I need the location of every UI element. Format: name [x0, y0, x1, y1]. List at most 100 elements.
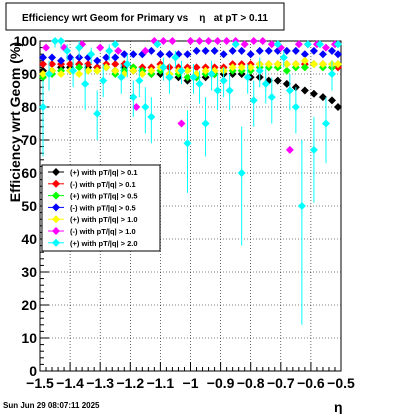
data-point — [111, 53, 120, 62]
y-tick-label: 20 — [21, 297, 37, 313]
data-point — [114, 46, 123, 55]
data-point — [168, 37, 177, 45]
data-series — [39, 37, 342, 325]
x-tick-label: −1.5 — [26, 375, 54, 391]
data-point — [177, 119, 186, 128]
data-point — [159, 63, 168, 72]
data-point — [102, 63, 111, 72]
data-point — [81, 79, 90, 88]
data-point — [183, 139, 192, 148]
data-point — [264, 46, 273, 55]
legend-label: (-) with pT/|q| > 1.0 — [70, 227, 136, 236]
data-point — [165, 73, 174, 82]
legend: (+) with pT/|q| > 0.1 (-) with pT/|q| > 0… — [41, 164, 161, 252]
data-point — [96, 43, 105, 52]
data-point — [192, 46, 201, 55]
data-point — [138, 70, 147, 78]
data-point — [246, 63, 255, 72]
legend-box — [41, 164, 161, 252]
data-point — [237, 46, 246, 55]
data-point — [240, 40, 249, 49]
data-point — [255, 66, 264, 75]
legend-marker — [52, 238, 60, 247]
series-7 — [39, 37, 342, 325]
x-tick-label: −1.4 — [56, 375, 84, 391]
data-point — [327, 96, 336, 105]
data-point — [75, 70, 84, 78]
data-point — [318, 60, 327, 69]
data-point — [183, 73, 192, 82]
data-point — [243, 73, 252, 82]
legend-marker — [52, 227, 60, 235]
legend-label: (+) with pT/|q| > 1.0 — [70, 215, 138, 224]
data-point — [192, 63, 201, 72]
x-tick-label: −0.9 — [207, 375, 235, 391]
data-point — [291, 60, 300, 69]
data-point — [333, 103, 342, 111]
data-point — [111, 60, 120, 69]
data-point — [300, 63, 309, 72]
data-point — [291, 103, 300, 111]
legend-label: (-) with pT/|q| > 0.1 — [70, 180, 136, 189]
data-point — [297, 202, 306, 210]
data-point — [189, 73, 198, 82]
data-point — [75, 43, 84, 52]
data-point — [156, 50, 165, 59]
data-point — [285, 145, 294, 154]
data-point — [327, 46, 336, 55]
data-point — [315, 40, 324, 49]
data-point — [147, 66, 156, 75]
data-point — [300, 56, 309, 65]
data-point — [153, 40, 162, 49]
y-tick-label: 70 — [21, 132, 37, 148]
data-point — [177, 66, 186, 75]
data-point — [303, 40, 312, 49]
data-point — [201, 46, 210, 55]
series-4 — [39, 46, 342, 65]
data-point — [210, 46, 219, 55]
data-point — [294, 40, 303, 49]
data-point — [219, 50, 228, 59]
data-point — [333, 60, 342, 69]
data-point — [39, 70, 48, 78]
data-point — [237, 63, 246, 72]
data-point — [48, 60, 57, 69]
data-point — [123, 60, 132, 69]
data-point — [129, 66, 138, 75]
legend-marker — [52, 179, 60, 188]
data-point — [273, 76, 282, 85]
data-point — [273, 60, 282, 69]
legend-label: (+) with pT/|q| > 0.5 — [70, 192, 138, 201]
legend-marker — [52, 191, 60, 200]
data-point — [213, 37, 222, 45]
data-point — [39, 103, 48, 111]
data-point — [171, 53, 180, 62]
data-point — [333, 40, 342, 49]
y-tick-labels: 0 10 20 30 40 50 60 70 80 90 100 — [14, 33, 38, 379]
legend-label: (+) with pT/|q| > 0.1 — [70, 168, 138, 177]
data-point — [309, 46, 318, 55]
x-tick-label: −1 — [183, 375, 199, 391]
data-point — [282, 66, 291, 75]
data-point — [66, 60, 75, 69]
data-point — [93, 66, 102, 75]
data-point — [99, 76, 108, 85]
data-point — [105, 46, 114, 55]
x-tick-label: −0.6 — [297, 375, 325, 391]
data-point — [300, 50, 309, 59]
data-point — [93, 56, 102, 65]
data-point — [135, 76, 144, 85]
data-point — [69, 66, 78, 75]
data-point — [42, 43, 51, 52]
data-point — [120, 50, 129, 59]
data-point — [246, 50, 255, 59]
data-point — [318, 50, 327, 59]
data-point — [222, 37, 231, 45]
data-point — [267, 93, 276, 102]
data-point — [201, 66, 210, 75]
data-point — [282, 46, 291, 55]
data-point — [285, 86, 294, 95]
data-point — [219, 76, 228, 85]
y-tick-label: 40 — [21, 231, 37, 247]
x-tick-label: −0.7 — [267, 375, 295, 391]
